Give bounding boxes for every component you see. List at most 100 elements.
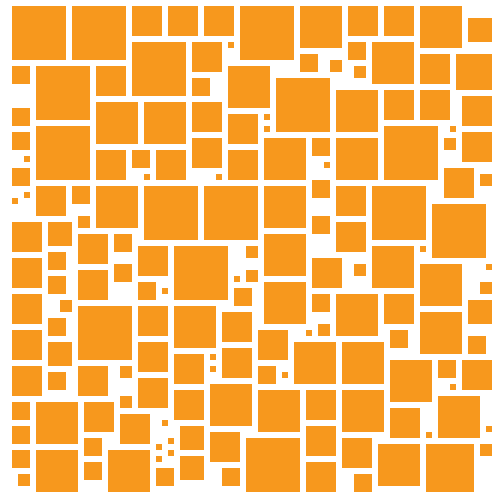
orange-tile [12,258,42,288]
orange-tile [138,246,168,276]
orange-tile [48,252,66,270]
orange-tile [168,450,174,456]
orange-tile [354,264,366,276]
orange-tile [306,426,336,456]
orange-tile [348,42,366,60]
orange-tile [120,396,132,408]
orange-tile [426,444,474,492]
orange-tile [342,390,384,432]
orange-tile [480,282,492,294]
orange-tile [228,150,258,180]
orange-tile [210,384,252,426]
orange-tile [210,366,216,372]
orange-tile [312,258,342,288]
orange-tile [72,186,90,204]
orange-tile [84,462,102,480]
orange-tile [36,66,90,120]
orange-tile [12,6,66,60]
orange-tile [48,372,66,390]
orange-tile [204,186,258,240]
orange-tile [144,102,186,144]
orange-tile [438,396,480,438]
orange-tile [12,330,42,360]
orange-tile [336,222,366,252]
orange-tile [462,96,492,126]
orange-tile [354,66,366,78]
orange-tile [78,366,108,396]
orange-tile [486,264,492,270]
orange-tile [246,246,258,258]
orange-tile [48,342,72,366]
orange-tile [264,234,306,276]
orange-tile [420,6,462,48]
orange-tile [48,318,66,336]
orange-tile [456,54,492,90]
orange-tile [108,450,150,492]
orange-tile [468,336,486,354]
orange-tile [420,246,426,252]
orange-tile [192,42,222,72]
orange-tile [96,102,138,144]
orange-tile [372,246,414,288]
orange-tile [384,90,414,120]
orange-tile [156,456,162,462]
orange-tile [276,78,330,132]
orange-tile [132,6,162,36]
orange-tile [294,342,336,384]
orange-tile [312,180,330,198]
orange-tile [390,408,420,438]
orange-tile [222,312,252,342]
orange-tile [354,474,372,492]
orange-tile [12,426,30,444]
orange-tile [78,216,90,228]
orange-tile [234,288,252,306]
orange-tile [12,222,42,252]
orange-tile [12,66,30,84]
orange-tile [264,126,270,132]
orange-tile [96,150,126,180]
orange-tile [468,18,492,42]
orange-tile [144,174,150,180]
orange-tile [156,468,174,486]
orange-tile [420,90,450,120]
orange-tile [438,360,456,378]
mosaic-tiles [12,6,492,492]
orange-tile [390,330,408,348]
orange-tile [12,168,30,186]
orange-tile [384,294,414,324]
orange-tile [264,138,306,180]
orange-tile [264,282,306,324]
orange-tile [282,372,288,378]
orange-tile [174,306,216,348]
orange-tile [300,6,342,48]
orange-tile [234,276,240,282]
orange-tile [12,402,30,420]
orange-tile [390,360,432,402]
orange-tile [258,366,276,384]
orange-tile [384,126,438,180]
orange-tile [372,42,414,84]
orange-tile [240,6,294,60]
orange-tile [228,114,258,144]
orange-tile [162,288,168,294]
orange-tile [336,138,378,180]
orange-tile [330,60,342,72]
orange-tile [312,138,330,156]
orange-tile [228,66,270,108]
orange-tile [84,438,102,456]
orange-tile [336,186,366,216]
orange-tile [222,468,240,486]
orange-tile [156,444,162,450]
orange-tile [468,300,492,324]
orange-tile [12,198,18,204]
orange-tile [444,138,456,150]
orange-tile [384,6,414,36]
orange-tile [258,330,288,360]
orange-tile [138,282,156,300]
orange-tile [96,66,126,96]
orange-tile [192,102,222,132]
orange-tile [156,150,186,180]
orange-tile [444,168,474,198]
orange-tile [306,462,336,492]
